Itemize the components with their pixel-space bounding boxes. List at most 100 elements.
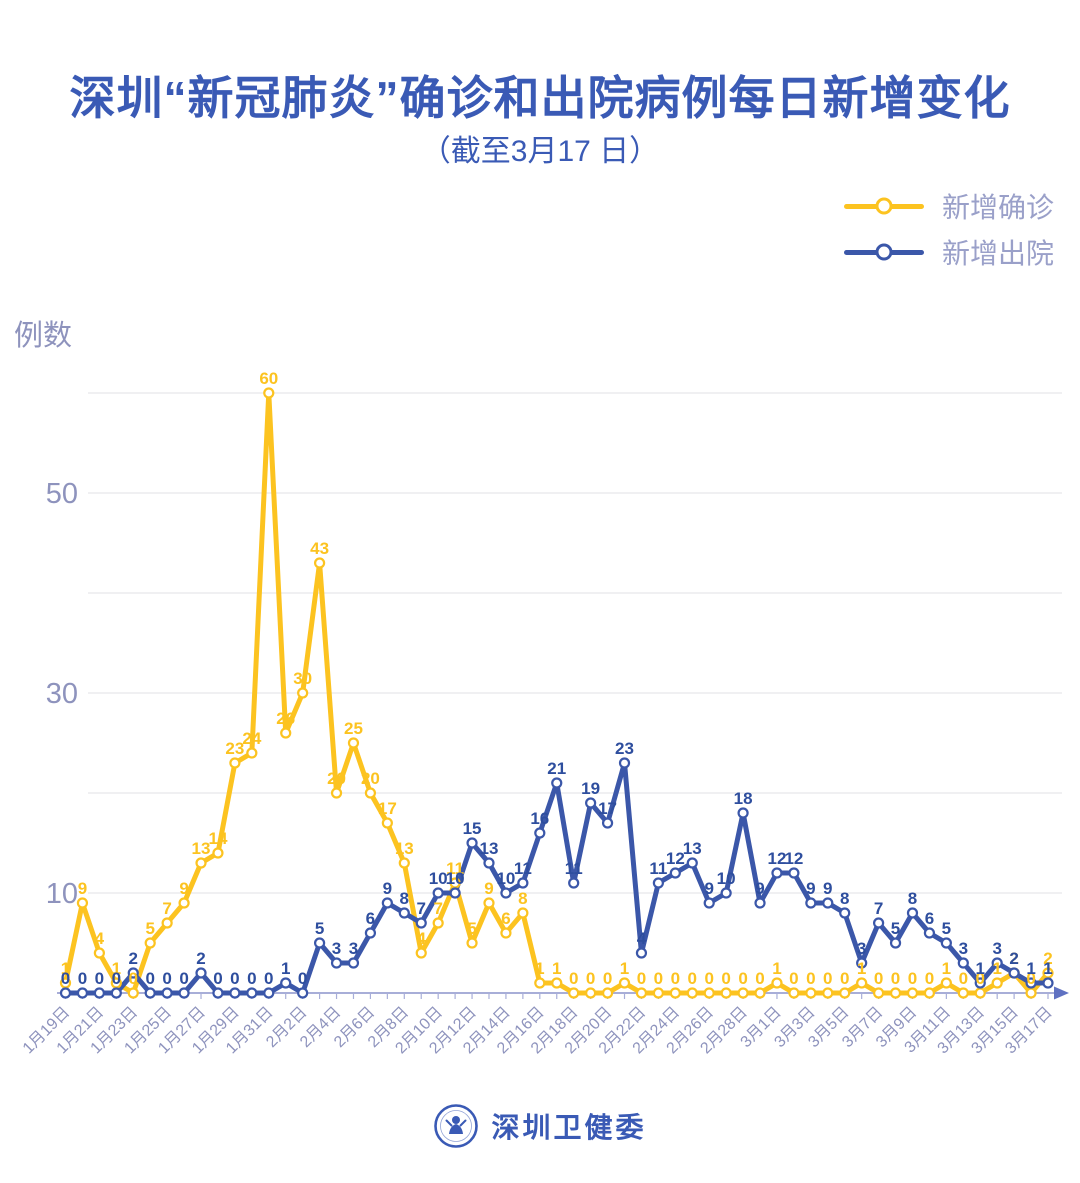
confirmed-data-point-marker xyxy=(330,787,343,799)
discharged-data-point-marker xyxy=(178,987,190,999)
confirmed-value-label: 11 xyxy=(446,859,464,878)
confirmed-data-point-marker xyxy=(551,977,563,989)
confirmed-value-label: 0 xyxy=(840,969,849,988)
confirmed-data-point-marker xyxy=(500,927,512,939)
confirmed-value-label: 0 xyxy=(976,969,985,988)
discharged-data-point-marker xyxy=(483,857,495,869)
confirmed-data-point-marker xyxy=(822,987,834,999)
confirmed-data-point-marker xyxy=(398,857,410,869)
discharged-data-point-marker xyxy=(856,957,868,969)
discharged-data-point-marker xyxy=(568,877,580,889)
discharged-data-point-marker xyxy=(923,927,936,939)
confirmed-value-label: 0 xyxy=(637,969,646,988)
confirmed-data-point-marker xyxy=(805,987,817,999)
confirmed-value-label: 1 xyxy=(61,959,70,978)
discharged-data-point-marker xyxy=(754,897,766,909)
discharged-value-label: 3 xyxy=(992,939,1001,958)
discharged-data-point-marker xyxy=(280,977,292,989)
confirmed-value-label: 0 xyxy=(569,969,578,988)
discharged-value-label: 0 xyxy=(213,969,222,988)
confirmed-legend-dot-icon xyxy=(875,197,893,215)
confirmed-value-label: 8 xyxy=(518,889,527,908)
discharged-data-point-marker xyxy=(703,897,715,909)
confirmed-data-point-marker xyxy=(195,857,207,869)
confirmed-data-point-marker xyxy=(263,387,275,399)
discharged-value-label: 12 xyxy=(666,849,685,868)
confirmed-data-point-marker xyxy=(280,727,292,739)
discharged-value-label: 10 xyxy=(717,869,736,888)
discharged-data-point-marker xyxy=(246,987,258,999)
confirmed-value-label: 0 xyxy=(129,969,138,988)
confirmed-data-point-marker xyxy=(212,847,224,859)
legend-label-discharged: 新增出院 xyxy=(942,238,1055,269)
confirmed-value-label: 6 xyxy=(501,909,510,928)
discharged-value-label: 10 xyxy=(446,869,465,888)
discharged-value-label: 9 xyxy=(704,879,713,898)
discharged-data-point-marker xyxy=(297,987,309,999)
discharged-data-point-marker xyxy=(110,987,122,999)
discharged-value-label: 9 xyxy=(383,879,392,898)
discharged-data-point-marker xyxy=(551,777,563,789)
confirmed-data-point-marker xyxy=(906,987,919,999)
confirmed-value-label: 1 xyxy=(772,959,781,978)
discharged-value-label: 11 xyxy=(649,859,667,878)
discharged-value-label: 15 xyxy=(463,819,482,838)
discharged-data-point-marker xyxy=(466,837,478,849)
discharged-value-label: 8 xyxy=(400,889,409,908)
discharged-value-label: 7 xyxy=(416,899,425,918)
discharged-value-label: 10 xyxy=(496,869,515,888)
discharged-data-point-marker xyxy=(601,817,614,829)
confirmed-data-point-marker xyxy=(686,987,698,999)
confirmed-value-label: 2 xyxy=(1009,949,1018,968)
confirmed-value-label: 9 xyxy=(179,879,188,898)
discharged-value-label: 2 xyxy=(196,949,205,968)
discharged-data-point-marker xyxy=(517,877,529,889)
confirmed-value-label: 1 xyxy=(112,959,121,978)
discharged-data-point-marker xyxy=(788,867,800,879)
confirmed-value-label: 23 xyxy=(225,739,244,758)
discharged-value-label: 12 xyxy=(784,849,803,868)
confirmed-value-label: 5 xyxy=(467,919,476,938)
confirmed-data-point-marker xyxy=(737,987,749,999)
discharged-value-label: 23 xyxy=(615,739,634,758)
discharged-value-label: 0 xyxy=(264,969,273,988)
confirmed-value-label: 0 xyxy=(925,969,934,988)
confirmed-value-label: 0 xyxy=(908,969,917,988)
discharged-value-label: 0 xyxy=(162,969,171,988)
discharged-data-point-marker xyxy=(534,827,546,839)
discharged-data-point-marker xyxy=(195,967,207,979)
confirmed-value-label: 0 xyxy=(704,969,713,988)
confirmed-data-point-marker xyxy=(635,987,648,999)
discharged-data-point-marker xyxy=(398,907,410,919)
discharged-data-point-marker xyxy=(618,757,631,769)
confirmed-value-label: 1 xyxy=(942,959,951,978)
discharged-value-label: 3 xyxy=(857,939,866,958)
confirmed-value-label: 17 xyxy=(378,799,397,818)
confirmed-data-point-marker xyxy=(229,757,241,769)
discharged-data-point-marker xyxy=(686,857,698,869)
discharged-value-label: 0 xyxy=(298,969,307,988)
legend: 新增确诊 新增出院 xyxy=(844,190,1058,269)
x-axis-arrow-icon xyxy=(1054,986,1069,1000)
discharged-value-label: 5 xyxy=(891,919,900,938)
confirmed-value-label: 1 xyxy=(535,959,544,978)
y-axis-tick-label: 50 xyxy=(46,478,78,510)
discharged-value-label: 11 xyxy=(565,859,583,878)
confirmed-data-point-marker xyxy=(991,977,1003,989)
confirmed-data-point-marker xyxy=(415,947,427,959)
discharged-value-label: 9 xyxy=(823,879,832,898)
legend-item-confirmed[interactable]: 新增确诊 xyxy=(844,190,1058,223)
confirmed-data-point-marker xyxy=(534,977,546,989)
confirmed-value-label: 0 xyxy=(789,969,798,988)
confirmed-data-point-marker xyxy=(957,987,969,999)
confirmed-value-label: 9 xyxy=(78,879,87,898)
confirmed-data-point-marker xyxy=(93,947,105,959)
confirmed-value-label: 0 xyxy=(738,969,747,988)
discharged-legend-line-icon xyxy=(844,243,924,261)
discharged-data-point-marker xyxy=(59,987,72,999)
legend-item-discharged[interactable]: 新增出院 xyxy=(844,236,1058,269)
discharged-value-label: 4 xyxy=(637,929,647,948)
discharged-value-label: 11 xyxy=(514,859,532,878)
discharged-data-point-marker xyxy=(364,927,377,939)
